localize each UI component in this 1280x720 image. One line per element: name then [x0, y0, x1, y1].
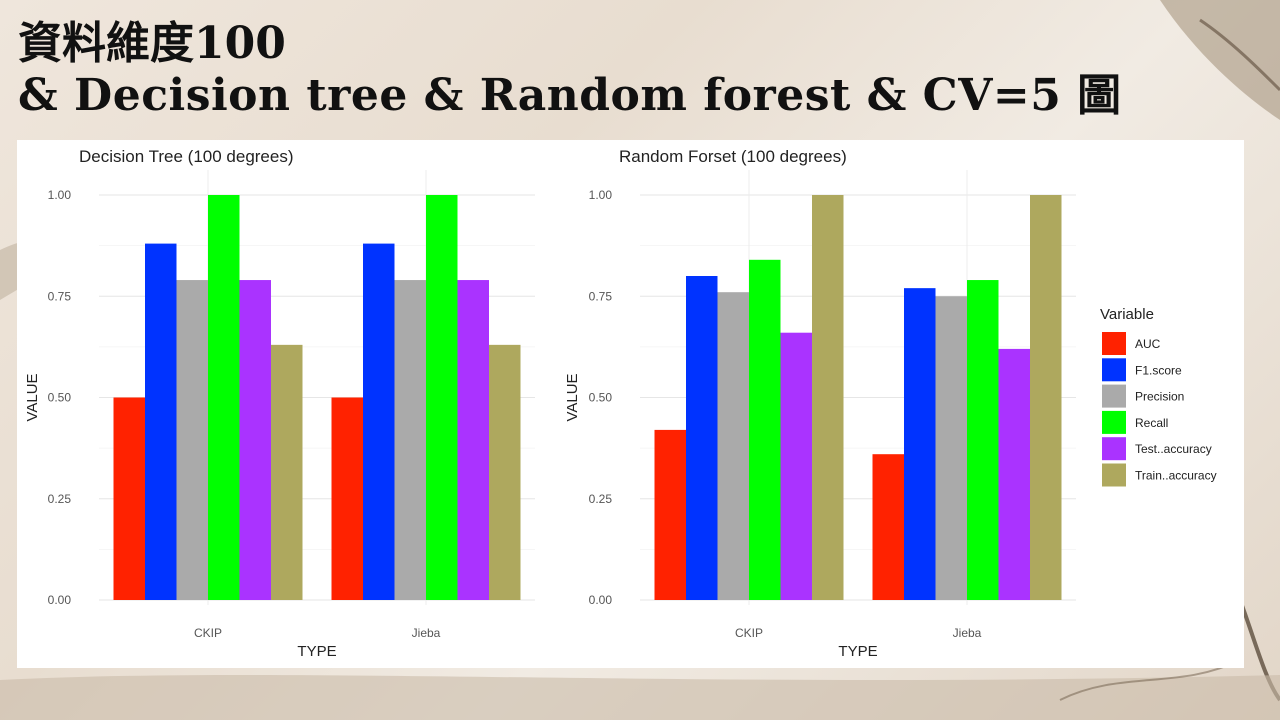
bar-precision-jieba — [394, 280, 426, 600]
chart-1: 0.00 0.25 0.50 0.75 1.00 CKIP Jieba Decision Tr… — [24, 147, 535, 660]
bar-precision-jieba — [935, 296, 967, 600]
bar-f1-score-jieba — [904, 288, 936, 600]
legend-swatch — [1102, 437, 1126, 461]
slide-title-line-1: 資料維度100 — [18, 18, 286, 69]
slide-title-line-2: & Decision tree & Random forest & CV=5 圖 — [18, 70, 1122, 121]
chart-panel: 0.00 0.25 0.50 0.75 1.00 CKIP Jieba Decision Tr… — [17, 140, 1244, 668]
y-tick-label: 0.25 — [48, 492, 72, 506]
bar-recall-jieba — [967, 280, 999, 600]
bar-test-accuracy-jieba — [998, 348, 1030, 600]
y-tick-label: 0.50 — [48, 391, 72, 405]
chart-title: Random Forset (100 degrees) — [619, 147, 847, 166]
legend-item-label: AUC — [1135, 337, 1161, 351]
x-tick-label: Jieba — [953, 626, 982, 640]
bar-train-accuracy-ckip — [271, 344, 303, 600]
legend-item-label: Recall — [1135, 416, 1168, 430]
y-tick-label: 0.25 — [589, 492, 613, 506]
legend-item-label: Test..accuracy — [1135, 442, 1212, 456]
legend-item-label: Train..accuracy — [1135, 469, 1217, 483]
y-tick-label: 0.75 — [589, 289, 613, 303]
legend-item-label: Precision — [1135, 390, 1184, 404]
bar-train-accuracy-jieba — [1030, 195, 1062, 600]
y-tick-label: 1.00 — [48, 188, 72, 202]
bar-train-accuracy-jieba — [489, 344, 521, 600]
bar-test-accuracy-ckip — [780, 332, 812, 600]
x-tick-label: CKIP — [735, 626, 763, 640]
y-tick-label: 1.00 — [589, 188, 613, 202]
chart-2: 0.00 0.25 0.50 0.75 1.00 CKIP Jieba Random Fors… — [564, 147, 1076, 660]
bar-recall-jieba — [426, 195, 458, 600]
x-tick-label: CKIP — [194, 626, 222, 640]
bar-test-accuracy-jieba — [457, 280, 489, 600]
bar-auc-jieba — [331, 397, 363, 600]
legend-swatch — [1102, 384, 1126, 408]
bar-f1-score-jieba — [363, 243, 395, 600]
legend-item-label: F1.score — [1135, 363, 1182, 377]
legend-title: Variable — [1100, 306, 1154, 323]
legend-swatch — [1102, 463, 1126, 487]
bar-auc-jieba — [872, 454, 904, 600]
bar-f1-score-ckip — [145, 243, 177, 600]
y-axis-label: VALUE — [564, 373, 581, 421]
legend: Variable AUC F1.score Precision Recall Test..… — [1100, 306, 1217, 487]
legend-swatch — [1102, 358, 1126, 382]
bar-f1-score-ckip — [686, 276, 718, 600]
legend-swatch — [1102, 332, 1126, 355]
bar-recall-ckip — [749, 259, 781, 600]
bar-precision-ckip — [717, 292, 749, 600]
y-tick-label: 0.00 — [589, 593, 613, 607]
x-axis-label: TYPE — [838, 643, 877, 660]
bar-precision-ckip — [176, 280, 208, 600]
y-tick-label: 0.50 — [589, 391, 613, 405]
bar-auc-ckip — [654, 429, 686, 600]
bar-test-accuracy-ckip — [239, 280, 271, 600]
y-tick-label: 0.00 — [48, 593, 72, 607]
y-axis-label: VALUE — [24, 373, 41, 421]
bar-train-accuracy-ckip — [812, 195, 844, 600]
x-axis-label: TYPE — [297, 643, 336, 660]
bar-recall-ckip — [208, 195, 240, 600]
bar-charts: 0.00 0.25 0.50 0.75 1.00 CKIP Jieba Decision Tr… — [24, 147, 1217, 660]
y-tick-label: 0.75 — [48, 289, 72, 303]
bar-auc-ckip — [113, 397, 145, 600]
chart-title: Decision Tree (100 degrees) — [79, 147, 294, 166]
x-tick-label: Jieba — [412, 626, 441, 640]
legend-swatch — [1102, 410, 1126, 434]
